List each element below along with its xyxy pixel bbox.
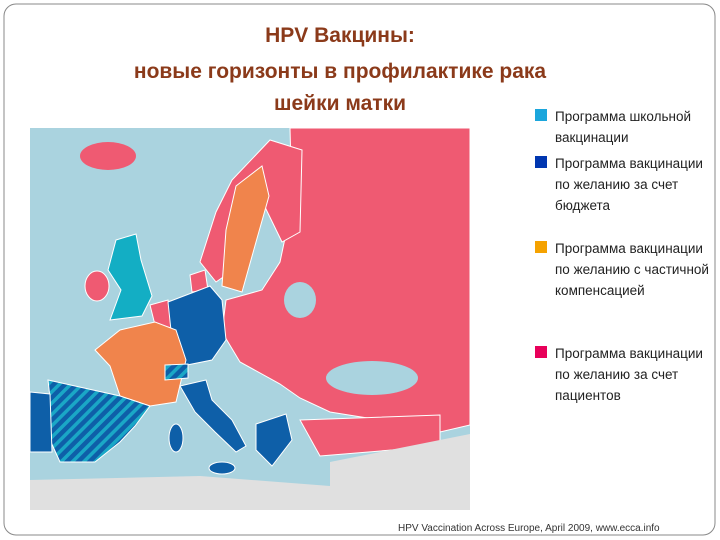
legend-swatch <box>535 156 547 168</box>
map <box>29 127 471 510</box>
legend-label: Программа вакцинации по желанию с частич… <box>555 241 709 298</box>
source-note: HPV Vaccination Across Europe, April 200… <box>398 523 660 534</box>
legend-label: Программа вакцинации по желанию за счет … <box>555 346 703 403</box>
legend-swatch <box>535 241 547 253</box>
title-line: новые горизонты в профилактике рака <box>133 60 547 83</box>
title-line: HPV Вакцины: <box>265 24 415 47</box>
title-line: шейки матки <box>274 92 406 115</box>
legend-swatch <box>535 346 547 358</box>
legend-swatch <box>535 109 547 121</box>
legend-label: Программа вакцинации по желанию за счет … <box>555 156 703 213</box>
legend-label: Программа школьной вакцинации <box>555 109 691 145</box>
